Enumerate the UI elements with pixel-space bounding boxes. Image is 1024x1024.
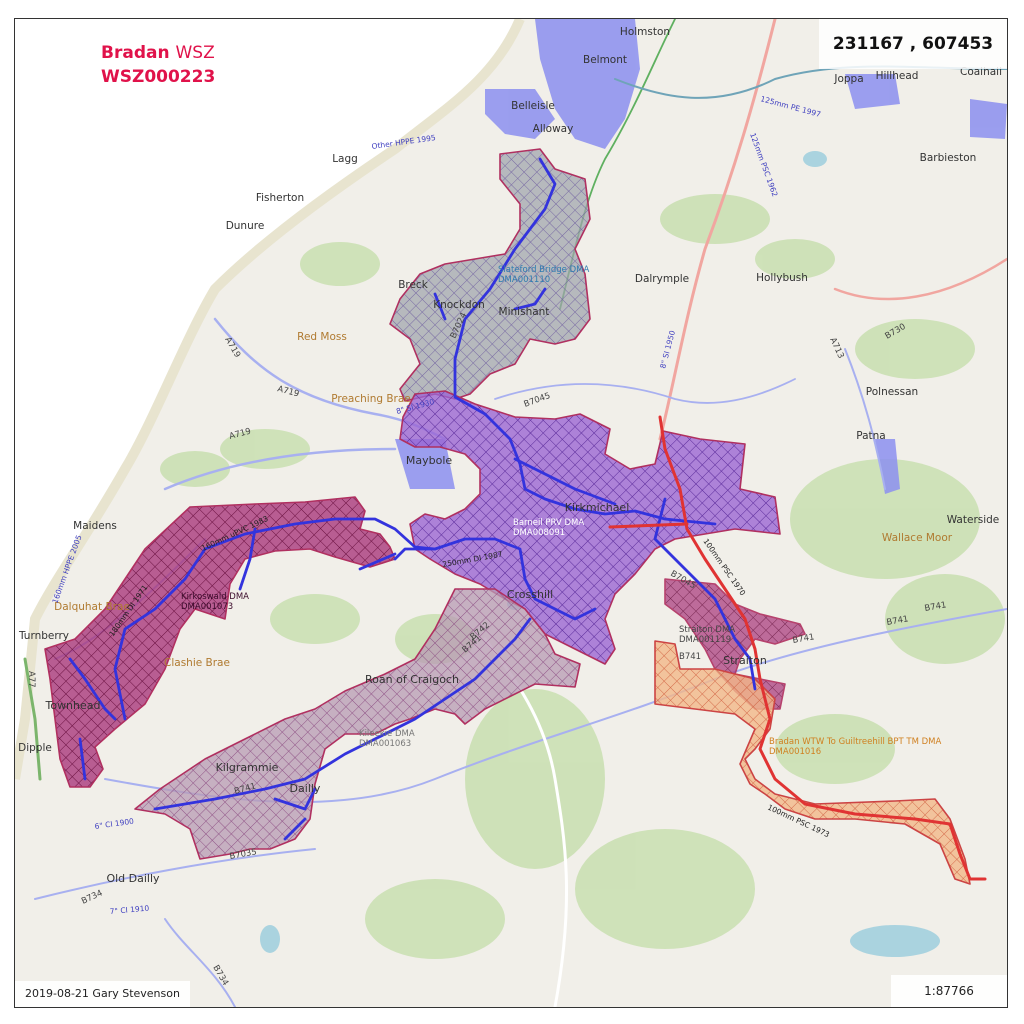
place-crosshill: Crosshill — [507, 588, 553, 601]
beach-strip — [15, 19, 525, 780]
zone-title-line1: Bradan WSZ — [101, 41, 215, 65]
place-hollybush: Hollybush — [756, 272, 808, 284]
place-dailly: Dailly — [290, 782, 321, 795]
zone-title-name: Bradan — [101, 43, 170, 63]
place-joppa: Joppa — [833, 73, 863, 85]
road-label-b741: B741 — [679, 652, 701, 662]
road-label-b7045: B7045 — [523, 391, 552, 410]
map-canvas[interactable]: Holmston Belmont Belleisle Alloway Joppa… — [15, 19, 1007, 1007]
sea — [15, 19, 520, 779]
map-frame: Holmston Belmont Belleisle Alloway Joppa… — [14, 18, 1008, 1008]
place-belmont: Belmont — [583, 54, 627, 66]
dma-label-kirkoswald-code: DMA001073 — [181, 602, 233, 612]
place-townhead: Townhead — [44, 699, 100, 712]
place-kilgrammie: Kilgrammie — [216, 761, 279, 774]
credit-label: 2019-08-21 Gary Stevenson — [15, 981, 190, 1007]
place-dipple: Dipple — [18, 742, 52, 754]
dma-label-bradan-wtw-name: Bradan WTW To Guiltreehill BPT TM DMA — [769, 737, 942, 747]
dma-label-straiton-code: DMA001119 — [679, 635, 731, 645]
place-fisherton: Fisherton — [256, 192, 304, 204]
road-label-a719: A719 — [276, 384, 300, 399]
scale-label: 1:87766 — [891, 975, 1007, 1007]
water-mains — [68, 157, 757, 841]
pipe-label: 7" CI 1910 — [109, 904, 149, 916]
place-old-dailly: Old Dailly — [106, 872, 160, 885]
zone-title: Bradan WSZ WSZ000223 — [101, 41, 215, 89]
road-label-a713: A713 — [827, 336, 845, 360]
place-dalrymple: Dalrymple — [635, 273, 689, 285]
place-roan-of-craigoch: Roan of Craigoch — [365, 673, 459, 686]
dma-labels: Slateford Bridge DMA DMA001110 Barneil P… — [181, 265, 942, 757]
dma-label-kileekie-name: Kileekie DMA — [359, 729, 415, 739]
dma-label-kirkoswald-name: Kirkoswald DMA — [181, 592, 249, 602]
dma-label-slateford-name: Slateford Bridge DMA — [498, 265, 589, 275]
dma-label-barneil-name: Barneil PRV DMA — [513, 518, 584, 528]
coordinate-readout: 231167 , 607453 — [819, 19, 1007, 69]
place-polnessan: Polnessan — [866, 386, 918, 398]
place-wallace-moor: Wallace Moor — [882, 532, 953, 544]
place-breck: Breck — [398, 279, 429, 291]
place-barbieston: Barbieston — [920, 152, 977, 164]
dma-kirkoswald — [44, 496, 396, 788]
dma-label-straiton-name: Straiton DMA — [679, 625, 735, 635]
dma-label-bradan-wtw-code: DMA001016 — [769, 747, 821, 757]
dma-barneil-prv — [399, 390, 781, 665]
urban-areas — [395, 19, 1007, 494]
road-label-b741: B741 — [886, 614, 909, 628]
place-hillhead: Hillhead — [876, 70, 919, 82]
road-label-b741: B741 — [792, 632, 815, 646]
place-turnberry: Turnberry — [18, 630, 69, 642]
dma-bradan-wtw — [654, 640, 971, 885]
place-straiton: Straiton — [723, 654, 767, 667]
zone-code: WSZ000223 — [101, 67, 216, 87]
place-knockdon: Knockdon — [433, 299, 485, 311]
road-label-b7035: B7035 — [229, 847, 258, 862]
road-label-a77: A77 — [26, 671, 36, 688]
road-label-b734: B734 — [80, 888, 104, 906]
place-waterside: Waterside — [947, 514, 1000, 526]
place-clashie-brae: Clashie Brae — [164, 657, 230, 669]
dma-slateford-bridge — [389, 148, 591, 402]
trunk-main — [608, 415, 987, 881]
place-dalquhat-brae: Dalquhat Brae — [54, 601, 130, 613]
road-label-b741: B741 — [924, 600, 947, 614]
zone-title-type: WSZ — [175, 43, 215, 63]
place-red-moss: Red Moss — [297, 331, 347, 343]
place-alloway: Alloway — [533, 123, 574, 135]
pipe-label: 125mm PSC 1962 — [748, 132, 780, 199]
dma-label-slateford-code: DMA001110 — [498, 275, 550, 285]
place-patna: Patna — [856, 430, 886, 442]
place-preaching-brae: Preaching Brae — [331, 393, 411, 405]
dma-zones — [44, 148, 971, 885]
place-minishant: Minishant — [499, 306, 550, 318]
pipe-label: 6" CI 1900 — [94, 817, 135, 831]
pipe-label: 125mm PE 1997 — [759, 94, 821, 119]
place-maybole: Maybole — [406, 454, 453, 467]
dma-label-barneil-code: DMA008091 — [513, 528, 565, 538]
place-coalhall: Coalhall — [960, 66, 1002, 78]
road-label-a719: A719 — [222, 336, 242, 360]
place-belleisle: Belleisle — [511, 100, 555, 112]
place-labels: Holmston Belmont Belleisle Alloway Joppa… — [18, 26, 1002, 885]
dma-label-kileekie-code: DMA001063 — [359, 739, 411, 749]
place-dunure: Dunure — [226, 220, 265, 232]
place-lagg: Lagg — [332, 153, 358, 165]
place-maidens: Maidens — [73, 520, 117, 532]
place-holmston: Holmston — [620, 26, 670, 38]
pipe-label: 8" SI 1950 — [658, 329, 677, 369]
place-kirkmichael: Kirkmichael — [565, 501, 630, 514]
